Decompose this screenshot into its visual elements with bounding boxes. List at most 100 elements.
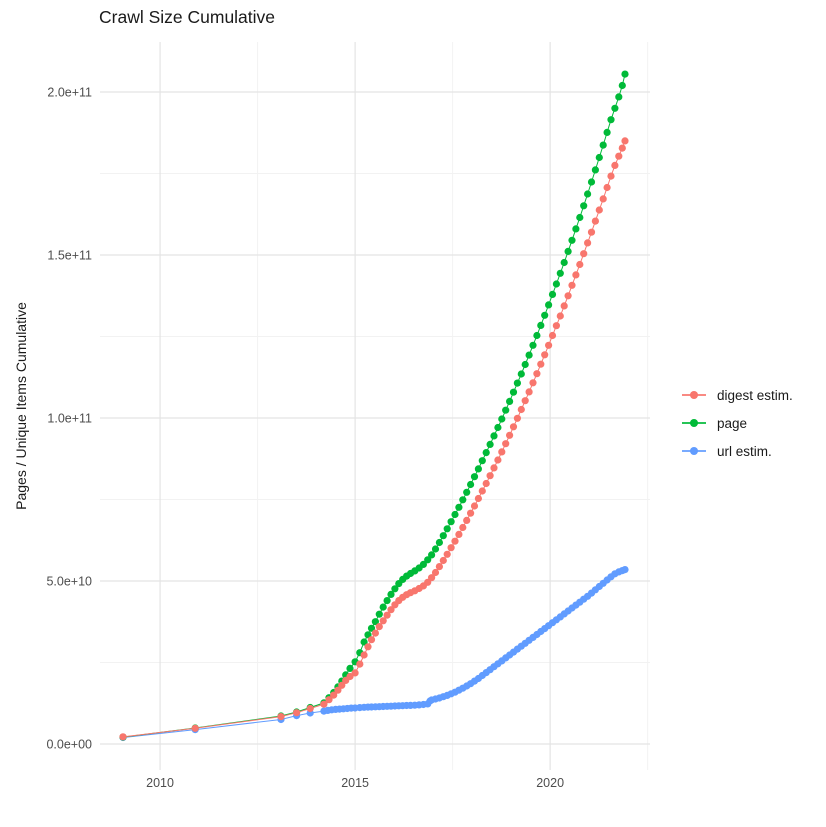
- data-point-digest-estim: [490, 464, 498, 472]
- data-point-digest-estim: [537, 360, 545, 368]
- data-point-digest-estim: [584, 239, 592, 247]
- data-point-page: [470, 473, 479, 481]
- legend-label: page: [717, 415, 748, 431]
- y-tick-label: 0.0e+00: [46, 737, 92, 751]
- data-point-digest-estim: [191, 724, 199, 732]
- data-point-page: [459, 496, 467, 504]
- gridlines-minor: [100, 42, 650, 770]
- data-point-page: [502, 406, 510, 414]
- data-point-page: [482, 449, 490, 457]
- data-point-digest-estim: [443, 550, 451, 558]
- data-point-page: [584, 190, 592, 198]
- data-point-digest-estim: [330, 691, 338, 699]
- data-point-digest-estim: [356, 660, 364, 668]
- data-point-page: [498, 415, 506, 423]
- y-tick-label: 1.0e+11: [47, 411, 92, 425]
- data-point-page: [618, 81, 626, 90]
- legend-item-url-estim: url estim.: [682, 437, 793, 465]
- legend-label: url estim.: [717, 443, 772, 459]
- data-point-digest-estim: [509, 423, 518, 431]
- data-point-digest-estim: [334, 686, 342, 694]
- data-point-digest-estim: [364, 643, 372, 651]
- data-point-page: [615, 93, 623, 101]
- y-tick-label: 1.5e+11: [47, 249, 92, 263]
- data-point-page: [494, 423, 502, 432]
- data-point-page: [443, 525, 451, 533]
- data-point-digest-estim: [517, 405, 525, 414]
- data-point-digest-estim: [615, 152, 623, 160]
- data-point-page: [375, 610, 383, 618]
- data-point-page: [467, 480, 475, 489]
- data-point-page: [611, 104, 619, 112]
- data-point-page: [513, 379, 522, 387]
- data-point-digest-estim: [428, 574, 436, 582]
- data-point-digest-estim: [351, 669, 359, 677]
- data-point-digest-estim: [525, 388, 533, 396]
- data-point-digest-estim: [486, 472, 494, 480]
- data-point-page: [383, 597, 391, 605]
- data-point-digest-estim: [306, 704, 314, 713]
- data-point-page: [576, 213, 584, 222]
- data-point-digest-estim: [320, 700, 328, 708]
- data-point-page: [360, 638, 368, 646]
- data-point-digest-estim: [533, 370, 541, 378]
- y-axis-title: Pages / Unique Items Cumulative: [13, 302, 29, 510]
- data-point-digest-estim: [576, 260, 584, 269]
- data-point-page: [552, 280, 561, 288]
- data-point-page: [525, 351, 533, 359]
- data-point-page: [428, 551, 436, 559]
- data-point-page: [517, 370, 525, 378]
- series-url-estim: [119, 566, 629, 742]
- data-point-digest-estim: [463, 516, 471, 525]
- legend-key-icon: [682, 444, 706, 458]
- data-point-digest-estim: [603, 183, 611, 192]
- data-point-digest-estim: [387, 606, 395, 614]
- data-point-digest-estim: [548, 331, 557, 340]
- y-axis-tick-labels: 0.0e+00 5.0e+10 1.0e+11 1.5e+11 2.0e+11: [46, 86, 92, 752]
- data-point-digest-estim: [521, 397, 529, 405]
- data-point-digest-estim: [587, 228, 596, 236]
- data-point-digest-estim: [447, 544, 455, 552]
- y-tick-label: 5.0e+10: [46, 574, 92, 588]
- data-point-page: [587, 178, 596, 186]
- data-point-page: [463, 488, 471, 496]
- data-point-page: [556, 269, 564, 277]
- data-point-digest-estim: [545, 341, 553, 349]
- series-page: [119, 70, 629, 741]
- legend-key-icon: [682, 416, 706, 430]
- data-point-page: [451, 510, 459, 519]
- data-point-page: [424, 556, 432, 564]
- data-point-page: [455, 503, 463, 511]
- data-point-digest-estim: [435, 563, 443, 571]
- data-point-digest-estim: [513, 414, 522, 422]
- data-point-digest-estim: [431, 568, 440, 577]
- data-point-digest-estim: [346, 672, 354, 681]
- data-point-page: [580, 202, 588, 210]
- data-point-page: [506, 397, 514, 405]
- data-point-digest-estim: [360, 651, 368, 659]
- data-point-digest-estim: [564, 292, 572, 300]
- data-point-page: [367, 624, 376, 632]
- data-point-digest-estim: [371, 629, 379, 637]
- gridlines-major: [100, 42, 650, 770]
- data-point-page: [568, 236, 576, 244]
- x-tick-label: 2010: [146, 776, 174, 790]
- data-point-page: [595, 153, 603, 162]
- data-point-digest-estim: [611, 161, 619, 169]
- data-point-page: [603, 128, 611, 136]
- data-point-page: [548, 290, 557, 298]
- data-point-page: [509, 388, 518, 396]
- data-point-digest-estim: [591, 217, 600, 225]
- data-point-digest-estim: [455, 530, 463, 539]
- data-point-page: [435, 538, 443, 547]
- data-point-digest-estim: [502, 440, 510, 448]
- data-point-digest-estim: [367, 636, 376, 644]
- data-point-page: [564, 247, 572, 255]
- data-point-page: [346, 664, 354, 673]
- data-point-digest-estim: [556, 312, 564, 320]
- data-point-digest-estim: [478, 487, 486, 495]
- data-point-digest-estim: [325, 696, 333, 704]
- data-point-digest-estim: [439, 556, 447, 565]
- data-point-page: [572, 225, 580, 233]
